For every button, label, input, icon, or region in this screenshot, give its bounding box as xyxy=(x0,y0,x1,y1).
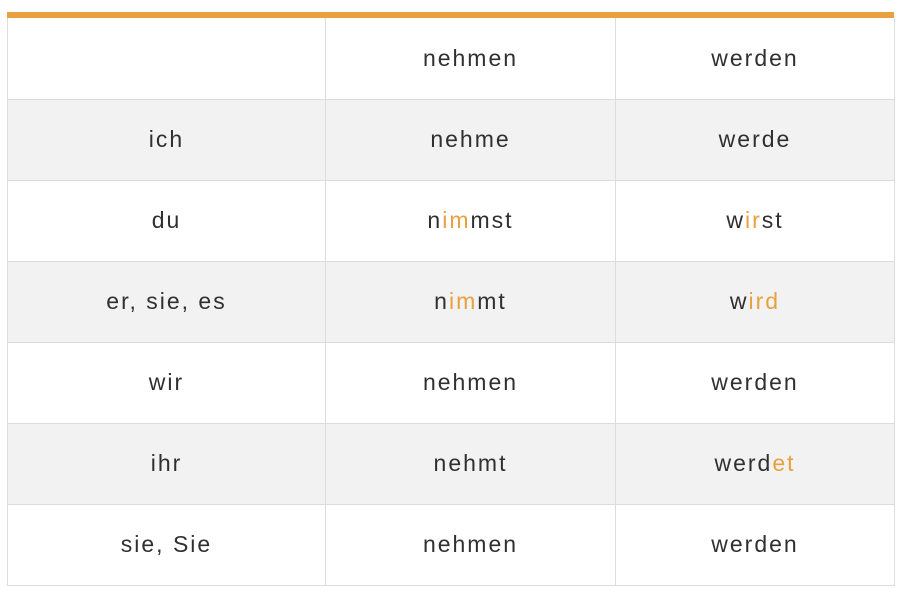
header-cell-werden: werden xyxy=(615,18,895,100)
accent-bar xyxy=(7,12,894,18)
werden-cell: werden xyxy=(615,341,895,424)
verb-segment: werd xyxy=(714,450,773,476)
verb-segment: ich xyxy=(148,126,185,152)
nehmen-cell: nehmen xyxy=(325,503,616,586)
table-row: wir nehmen werden xyxy=(7,341,895,424)
werden-cell: werden xyxy=(615,503,895,586)
pronoun-cell: ihr xyxy=(7,422,326,505)
verb-segment: wir xyxy=(148,369,185,395)
nehmen-cell: nimmst xyxy=(325,179,616,262)
table-row: sie, Sie nehmen werden xyxy=(7,503,895,586)
nehmen-cell: nehmt xyxy=(325,422,616,505)
nehmen-cell: nehme xyxy=(325,98,616,181)
header-cell-nehmen: nehmen xyxy=(325,18,616,100)
highlighted-verb-segment: ir xyxy=(744,207,762,233)
pronoun-cell: wir xyxy=(7,341,326,424)
verb-segment: ihr xyxy=(150,450,183,476)
verb-segment: nehmen xyxy=(422,369,519,395)
verb-segment: nehmt xyxy=(433,450,508,476)
verb-segment: werden xyxy=(711,369,799,395)
verb-segment: w xyxy=(729,288,749,314)
header-row: nehmen werden xyxy=(7,18,895,100)
verb-segment: werde xyxy=(718,126,792,152)
header-cell-empty xyxy=(7,18,326,100)
highlighted-verb-segment: et xyxy=(772,450,796,476)
highlighted-verb-segment: ird xyxy=(748,288,781,314)
table-row: ich nehme werde xyxy=(7,98,895,181)
conjugation-table-body: ich nehme werde du nimmst wirst er, sie, es nim… xyxy=(7,98,895,586)
table-row: du nimmst wirst xyxy=(7,179,895,262)
pronoun-cell: du xyxy=(7,179,326,262)
verb-segment: sie, Sie xyxy=(120,531,213,557)
highlighted-verb-segment: im xyxy=(448,288,478,314)
verb-segment: n xyxy=(434,288,449,314)
nehmen-cell: nehmen xyxy=(325,341,616,424)
werden-cell: wird xyxy=(615,260,895,343)
pronoun-cell: sie, Sie xyxy=(7,503,326,586)
verb-segment: st xyxy=(761,207,784,233)
verb-segment: w xyxy=(726,207,745,233)
table-row: er, sie, es nimmt wird xyxy=(7,260,895,343)
conjugation-page: nehmen werden ich nehme werde du nimmst wirst… xyxy=(7,12,895,586)
table-header: nehmen werden xyxy=(7,18,895,100)
verb-segment: n xyxy=(427,207,443,233)
werden-cell: wirst xyxy=(615,179,895,262)
werden-cell: werde xyxy=(615,98,895,181)
conjugation-table: nehmen werden ich nehme werde du nimmst wirst… xyxy=(7,18,895,586)
verb-segment: er, sie, es xyxy=(106,288,227,314)
highlighted-verb-segment: im xyxy=(442,207,471,233)
nehmen-cell: nimmt xyxy=(325,260,616,343)
pronoun-cell: er, sie, es xyxy=(7,260,326,343)
verb-segment: mt xyxy=(477,288,507,314)
verb-segment: nehme xyxy=(430,126,511,152)
table-row: ihr nehmt werdet xyxy=(7,422,895,505)
pronoun-cell: ich xyxy=(7,98,326,181)
verb-segment: nehmen xyxy=(422,531,519,557)
verb-segment: werden xyxy=(711,531,799,557)
verb-segment: mst xyxy=(470,207,514,233)
verb-segment: du xyxy=(151,207,182,233)
werden-cell: werdet xyxy=(615,422,895,505)
